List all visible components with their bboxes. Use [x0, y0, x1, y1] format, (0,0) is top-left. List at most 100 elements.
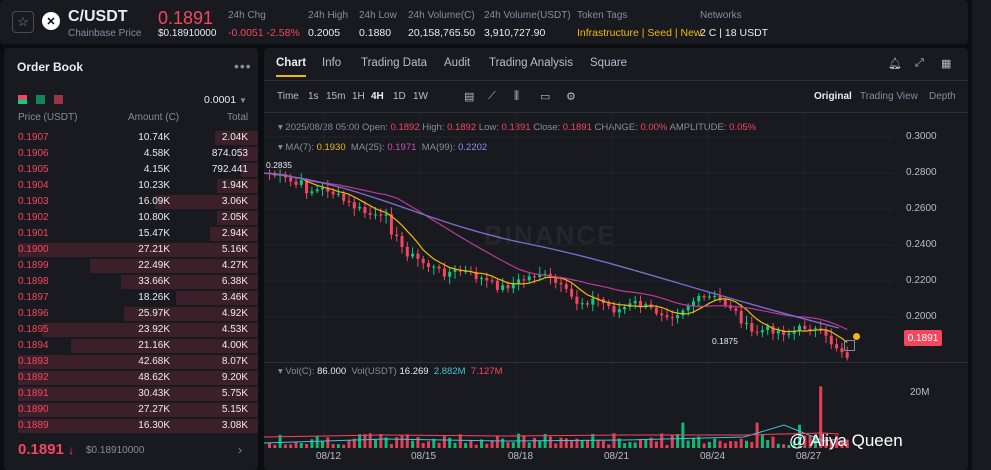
pair-symbol[interactable]: C/USDT	[68, 8, 128, 25]
order-book-row[interactable]: 0.1901 15.47K 2.94K	[4, 226, 258, 242]
order-book-row[interactable]: 0.1894 21.16K 4.00K	[4, 338, 258, 354]
price-tick: 0.2200	[906, 275, 937, 286]
interval-1h[interactable]: 1H	[352, 91, 365, 102]
interval-15m[interactable]: 15m	[326, 91, 346, 102]
candle-body	[835, 344, 839, 349]
favorite-star-icon[interactable]: ☆	[12, 11, 34, 33]
order-book-row[interactable]: 0.1906 4.58K 874.053	[4, 146, 258, 162]
order-book-row[interactable]: 0.1892 48.62K 9.20K	[4, 370, 258, 386]
order-book-row[interactable]: 0.1907 10.74K 2.04K	[4, 130, 258, 146]
ma-expand-icon[interactable]: ▾	[278, 142, 283, 153]
interval-1s[interactable]: 1s	[308, 91, 319, 102]
layout-icon[interactable]: ▦	[941, 58, 952, 70]
volume-bar	[697, 436, 701, 448]
interval-1w[interactable]: 1W	[413, 91, 428, 102]
interval-time[interactable]: Time	[277, 91, 299, 102]
line-tools-icon[interactable]: ⟋	[488, 90, 496, 102]
candle-body	[315, 189, 319, 192]
order-book-row[interactable]: 0.1897 18.26K 3.46K	[4, 290, 258, 306]
volume-bar	[559, 437, 563, 448]
candle-body	[522, 279, 526, 281]
interval-4h[interactable]: 4H	[371, 91, 384, 102]
order-book-row[interactable]: 0.1904 10.23K 1.94K	[4, 178, 258, 194]
order-book-last-price: 0.1891 ↓	[18, 441, 75, 458]
view-asks-icon[interactable]	[54, 95, 63, 104]
volume-bar	[421, 442, 425, 448]
settings-gear-icon[interactable]: ⚙︎	[566, 91, 576, 103]
tabs-divider	[264, 80, 968, 81]
order-book-row[interactable]: 0.1900 27.21K 5.16K	[4, 242, 258, 258]
volume-bar	[395, 437, 399, 448]
creator-credit: @ Aliya Queen	[789, 431, 903, 450]
stat-24h-chg: 24h Chg -0.0051 -2.58%	[228, 10, 300, 39]
calendar-icon[interactable]: ▤	[464, 91, 475, 103]
candle-body	[299, 180, 303, 185]
row-price: 0.1890	[18, 404, 49, 415]
candle-body	[442, 268, 446, 277]
view-both-icon[interactable]	[18, 95, 27, 104]
order-book-row[interactable]: 0.1896 25.97K 4.92K	[4, 306, 258, 322]
order-book-row[interactable]: 0.1902 10.80K 2.05K	[4, 210, 258, 226]
volume-bar	[485, 443, 489, 448]
chevron-right-icon[interactable]: ›	[238, 443, 242, 457]
order-book-row[interactable]: 0.1895 23.92K 4.53K	[4, 322, 258, 338]
view-depth[interactable]: Depth	[929, 91, 956, 102]
row-amount: 33.66K	[138, 276, 170, 287]
volume-bar	[273, 444, 277, 448]
view-original[interactable]: Original	[814, 91, 852, 102]
volume-bar	[310, 439, 314, 448]
stat-token-tags[interactable]: Token Tags Infrastructure | Seed | New	[577, 10, 702, 39]
candle-body	[782, 330, 786, 335]
reset-scale-icon[interactable]	[844, 340, 855, 351]
order-book-row[interactable]: 0.1899 22.49K 4.27K	[4, 258, 258, 274]
candle-body	[533, 276, 536, 278]
volume-bar	[628, 442, 632, 448]
tab-audit[interactable]: Audit	[444, 57, 471, 69]
tab-trading-data[interactable]: Trading Data	[361, 57, 428, 69]
candle-body	[294, 181, 298, 185]
tab-square[interactable]: Square	[590, 57, 628, 69]
volume-bar	[750, 441, 754, 448]
indicators-icon[interactable]: ⫼	[514, 90, 520, 102]
more-options-icon[interactable]: •••	[234, 58, 252, 74]
expand-icon[interactable]: ⤢	[915, 57, 924, 69]
candle-body	[395, 234, 399, 237]
bell-icon[interactable]: 🔔︎	[888, 58, 902, 70]
chart-type-icon[interactable]: ▭	[540, 91, 551, 103]
volume-bar	[607, 444, 611, 448]
depth-bar	[210, 227, 258, 241]
pair-subtitle[interactable]: Chainbase Price	[68, 28, 142, 39]
candle-body	[670, 317, 674, 319]
order-book-row[interactable]: 0.1903 16.09K 3.06K	[4, 194, 258, 210]
precision-select[interactable]: 0.0001 ▼	[204, 94, 247, 106]
stat-networks[interactable]: Networks 2 C | 18 USDT	[700, 10, 769, 39]
row-total: 4.00K	[221, 340, 248, 351]
order-book-row[interactable]: 0.1905 4.15K 792.441	[4, 162, 258, 178]
ohlc-expand-icon[interactable]: ▾	[278, 122, 283, 133]
candle-body	[654, 307, 658, 314]
order-book-row[interactable]: 0.1898 33.66K 6.38K	[4, 274, 258, 290]
volume-bar	[442, 436, 446, 448]
tab-info[interactable]: Info	[322, 57, 342, 69]
interval-1d[interactable]: 1D	[393, 91, 406, 102]
candle-body	[686, 305, 690, 311]
order-book-row[interactable]: 0.1889 16.30K 3.08K	[4, 418, 258, 434]
order-book-row[interactable]: 0.1893 42.68K 8.07K	[4, 354, 258, 370]
volume-bar	[819, 386, 823, 448]
vol-expand-icon[interactable]: ▾	[278, 366, 283, 377]
current-price-marker: 0.1891	[904, 330, 942, 346]
tab-chart[interactable]: Chart	[276, 57, 307, 69]
volume-bar	[432, 438, 436, 448]
view-trading-view[interactable]: Trading View	[860, 91, 918, 102]
candlestick-chart[interactable]	[264, 113, 968, 470]
row-total: 2.94K	[221, 228, 248, 239]
tab-trading-analysis[interactable]: Trading Analysis	[489, 57, 573, 69]
view-bids-icon[interactable]	[36, 95, 45, 104]
candle-body	[591, 298, 595, 305]
row-price: 0.1889	[18, 420, 49, 431]
candle-body	[739, 310, 743, 324]
candle-body	[808, 328, 812, 330]
order-book-row[interactable]: 0.1890 27.27K 5.15K	[4, 402, 258, 418]
depth-bar	[155, 195, 258, 209]
order-book-row[interactable]: 0.1891 30.43K 5.75K	[4, 386, 258, 402]
